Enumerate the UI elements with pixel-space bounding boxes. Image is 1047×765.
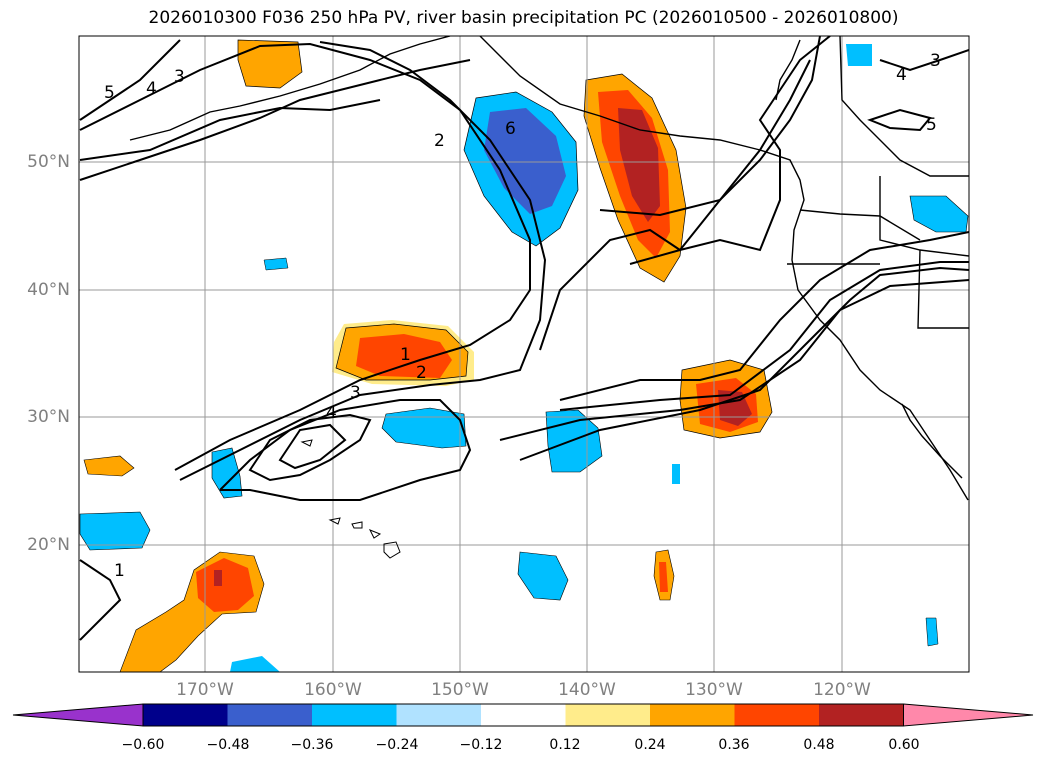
colorbar-extend-low xyxy=(12,703,144,727)
lon-label: 150°W xyxy=(431,680,489,700)
lat-label: 50°N xyxy=(27,152,70,172)
contour-label: 4 xyxy=(326,403,337,423)
coastlines xyxy=(129,36,969,501)
pv-contour xyxy=(79,559,122,641)
colorbar-tick-label: −0.12 xyxy=(459,737,503,753)
colorbar-frame xyxy=(142,703,904,727)
pv-contour xyxy=(248,413,372,482)
colorbar-tick-label: 0.12 xyxy=(549,737,581,753)
contour-label: 6 xyxy=(505,119,516,139)
pv-contours xyxy=(79,36,969,641)
colorbar-bin xyxy=(312,704,397,726)
pv-contour xyxy=(879,49,969,72)
colorbar-bin xyxy=(481,704,566,726)
pv-contour xyxy=(559,231,969,401)
pv-contour xyxy=(519,266,969,461)
contour-label: 5 xyxy=(104,83,115,103)
contour-label: 3 xyxy=(350,383,361,403)
figure-title: 2026010300 F036 250 hPa PV, river basin … xyxy=(148,8,899,28)
contour-label: 4 xyxy=(146,79,157,99)
colorbar-tick-label: 0.48 xyxy=(803,737,835,753)
precip-anomaly-fills xyxy=(79,39,969,672)
pv-contour xyxy=(539,59,811,351)
pv-contour xyxy=(79,42,531,471)
pv-contour xyxy=(79,39,181,121)
lat-label: 40°N xyxy=(27,280,70,300)
pv-contour xyxy=(867,108,932,132)
pv-contour xyxy=(559,261,969,411)
colorbar-extend-high xyxy=(903,703,1034,727)
colorbar-tick-label: −0.60 xyxy=(121,737,165,753)
lat-label: 30°N xyxy=(27,407,70,427)
anomaly-blob-positive xyxy=(237,39,303,89)
colorbar-bin xyxy=(650,704,735,726)
graticule xyxy=(79,36,969,672)
lon-label: 130°W xyxy=(685,680,743,700)
pv-contour xyxy=(79,99,381,161)
colorbar-bin xyxy=(143,704,228,726)
pv-contour xyxy=(179,41,547,481)
contour-label: 3 xyxy=(930,51,941,71)
map-frame xyxy=(78,35,970,673)
contour-label: 1 xyxy=(400,345,411,365)
contour-label: 3 xyxy=(174,67,185,87)
colorbar-tick-label: −0.36 xyxy=(290,737,334,753)
hawaii-islands xyxy=(300,439,401,559)
lon-label: 120°W xyxy=(813,680,871,700)
colorbar-bin xyxy=(819,704,904,726)
lon-label: 140°W xyxy=(558,680,616,700)
colorbar-tick-label: 0.36 xyxy=(718,737,750,753)
contour-label: 1 xyxy=(114,561,125,581)
colorbar-tick-label: 0.24 xyxy=(634,737,666,753)
contour-label: 4 xyxy=(896,65,907,85)
colorbar xyxy=(12,703,1034,727)
colorbar-bin xyxy=(227,704,312,726)
colorbar-tick-label: −0.48 xyxy=(206,737,250,753)
pv-contour xyxy=(278,423,347,470)
pv-contour xyxy=(599,36,821,217)
contour-label: 2 xyxy=(434,131,445,151)
pv-contour xyxy=(79,59,471,181)
pv-contour xyxy=(629,36,831,265)
colorbar-bin xyxy=(396,704,481,726)
lon-label: 170°W xyxy=(176,680,234,700)
anomaly-core-negative xyxy=(484,108,566,214)
contour-label: 5 xyxy=(926,115,937,135)
colorbar-bin xyxy=(734,704,819,726)
lon-label: 160°W xyxy=(304,680,362,700)
colorbar-tick-label: 0.60 xyxy=(888,737,920,753)
colorbar-bin xyxy=(565,704,650,726)
colorbar-tick-label: −0.24 xyxy=(375,737,419,753)
contour-label: 2 xyxy=(416,363,427,383)
contour-labels: 1 2 3 4 6 2 3 4 5 3 4 5 1 xyxy=(104,51,941,581)
lat-label: 20°N xyxy=(27,535,70,555)
